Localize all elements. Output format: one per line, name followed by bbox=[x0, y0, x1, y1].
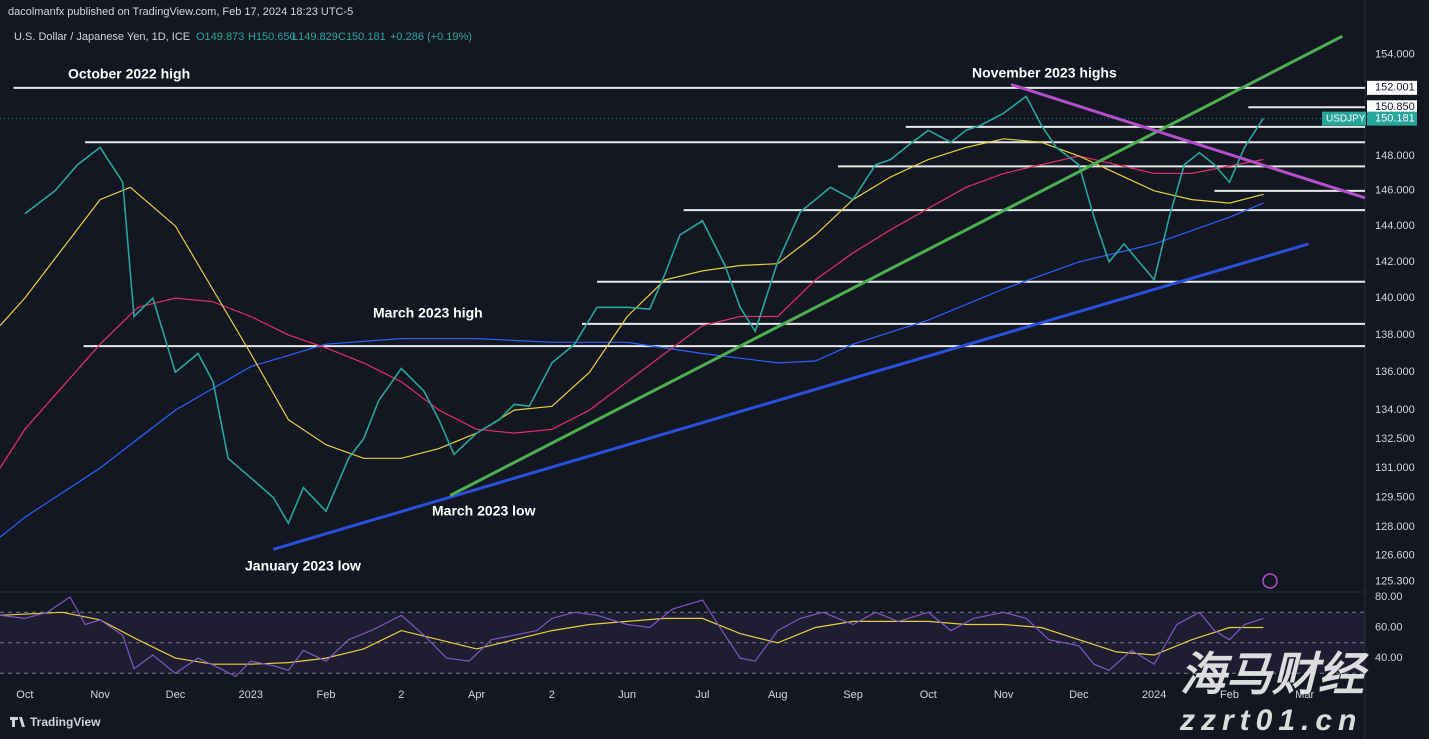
y-tick-label: 138.000 bbox=[1375, 329, 1415, 341]
price-label-box bbox=[1367, 80, 1417, 95]
y-tick-label: 136.000 bbox=[1375, 366, 1415, 378]
x-tick-label: 2 bbox=[398, 689, 404, 701]
x-tick-label: Jul bbox=[695, 689, 709, 701]
y-tick-label: 60.00 bbox=[1375, 621, 1403, 633]
series-name: USDJPY bbox=[1326, 113, 1366, 124]
annotation: January 2023 low bbox=[245, 558, 361, 574]
series-line bbox=[0, 202, 1264, 538]
annotation: October 2022 high bbox=[68, 66, 190, 82]
annotation: March 2023 low bbox=[432, 503, 536, 519]
ohlc-change: +0.286 (+0.19%) bbox=[390, 31, 472, 43]
y-tick-label: 129.500 bbox=[1375, 491, 1415, 503]
y-tick-label: 128.000 bbox=[1375, 521, 1415, 533]
symbol-title: U.S. Dollar / Japanese Yen, 1D, ICE bbox=[14, 31, 190, 43]
ohlc-low: L149.829 bbox=[292, 31, 338, 43]
series-line bbox=[0, 138, 1264, 459]
series-line bbox=[0, 596, 1264, 678]
trend-line bbox=[449, 34, 1344, 497]
y-tick-label: 148.000 bbox=[1375, 150, 1415, 162]
y-tick-label: 134.000 bbox=[1375, 404, 1415, 416]
ohlc-close: C150.181 bbox=[338, 31, 386, 43]
x-tick-label: Jun bbox=[618, 689, 636, 701]
y-tick-label: 146.000 bbox=[1375, 185, 1415, 197]
y-tick-label: 40.00 bbox=[1375, 652, 1403, 664]
annotation: November 2023 highs bbox=[972, 65, 1117, 81]
ohlc-high: H150.650 bbox=[248, 31, 296, 43]
x-tick-label: 2024 bbox=[1142, 689, 1166, 701]
series-line bbox=[0, 611, 1264, 665]
logo-icon bbox=[10, 717, 25, 727]
x-tick-label: Oct bbox=[16, 689, 33, 701]
publisher: dacolmanfx published on TradingView.com,… bbox=[8, 6, 353, 18]
price-label: 152.001 bbox=[1375, 82, 1415, 94]
x-tick-label: 2023 bbox=[238, 689, 262, 701]
y-tick-label: 144.000 bbox=[1375, 220, 1415, 232]
y-tick-label: 80.00 bbox=[1375, 591, 1403, 603]
watermark-title: 海马财经 bbox=[1180, 648, 1369, 700]
series-line bbox=[0, 155, 1264, 469]
trend-line bbox=[1010, 83, 1366, 200]
x-tick-label: Nov bbox=[994, 689, 1014, 701]
x-tick-label: Aug bbox=[768, 689, 788, 701]
x-tick-label: Dec bbox=[1069, 689, 1089, 701]
annotation: March 2023 high bbox=[373, 305, 483, 321]
y-tick-label: 132.500 bbox=[1375, 433, 1415, 445]
ohlc: O149.873 H150.650 L149.829 C150.181 +0.2… bbox=[196, 31, 472, 43]
price-label-box bbox=[1367, 100, 1417, 115]
last-price-box bbox=[1367, 111, 1417, 126]
x-tick-label: Apr bbox=[468, 689, 485, 701]
series-name-box bbox=[1322, 111, 1366, 126]
trend-line bbox=[272, 242, 1309, 551]
price-label: 150.850 bbox=[1375, 101, 1415, 113]
watermark-url: zzrt01.cn bbox=[1179, 704, 1362, 737]
x-tick-label: Sep bbox=[843, 689, 863, 701]
flash-icon bbox=[1262, 573, 1278, 589]
y-tick-label: 125.300 bbox=[1375, 576, 1415, 588]
x-tick-label: Mar bbox=[1295, 689, 1314, 701]
x-tick-label: Feb bbox=[1220, 689, 1239, 701]
y-tick-label: 140.000 bbox=[1375, 292, 1415, 304]
y-tick-label: 126.600 bbox=[1375, 549, 1415, 561]
y-tick-label: 154.000 bbox=[1375, 48, 1415, 60]
y-tick-label: 142.000 bbox=[1375, 256, 1415, 268]
x-tick-label: Nov bbox=[90, 689, 110, 701]
ohlc-open: O149.873 bbox=[196, 31, 244, 43]
x-tick-label: Dec bbox=[166, 689, 186, 701]
series-line bbox=[24, 95, 1265, 526]
last-price-label: 150.181 bbox=[1375, 113, 1415, 125]
y-tick-label: 131.000 bbox=[1375, 462, 1415, 474]
x-tick-label: Feb bbox=[317, 689, 336, 701]
x-tick-label: 2 bbox=[549, 689, 555, 701]
x-tick-label: Oct bbox=[920, 689, 937, 701]
plot: 154.000 148.000 146.000 144.000 142.000 140.0… bbox=[0, 34, 1417, 701]
footer-logo: TradingView bbox=[30, 715, 101, 729]
